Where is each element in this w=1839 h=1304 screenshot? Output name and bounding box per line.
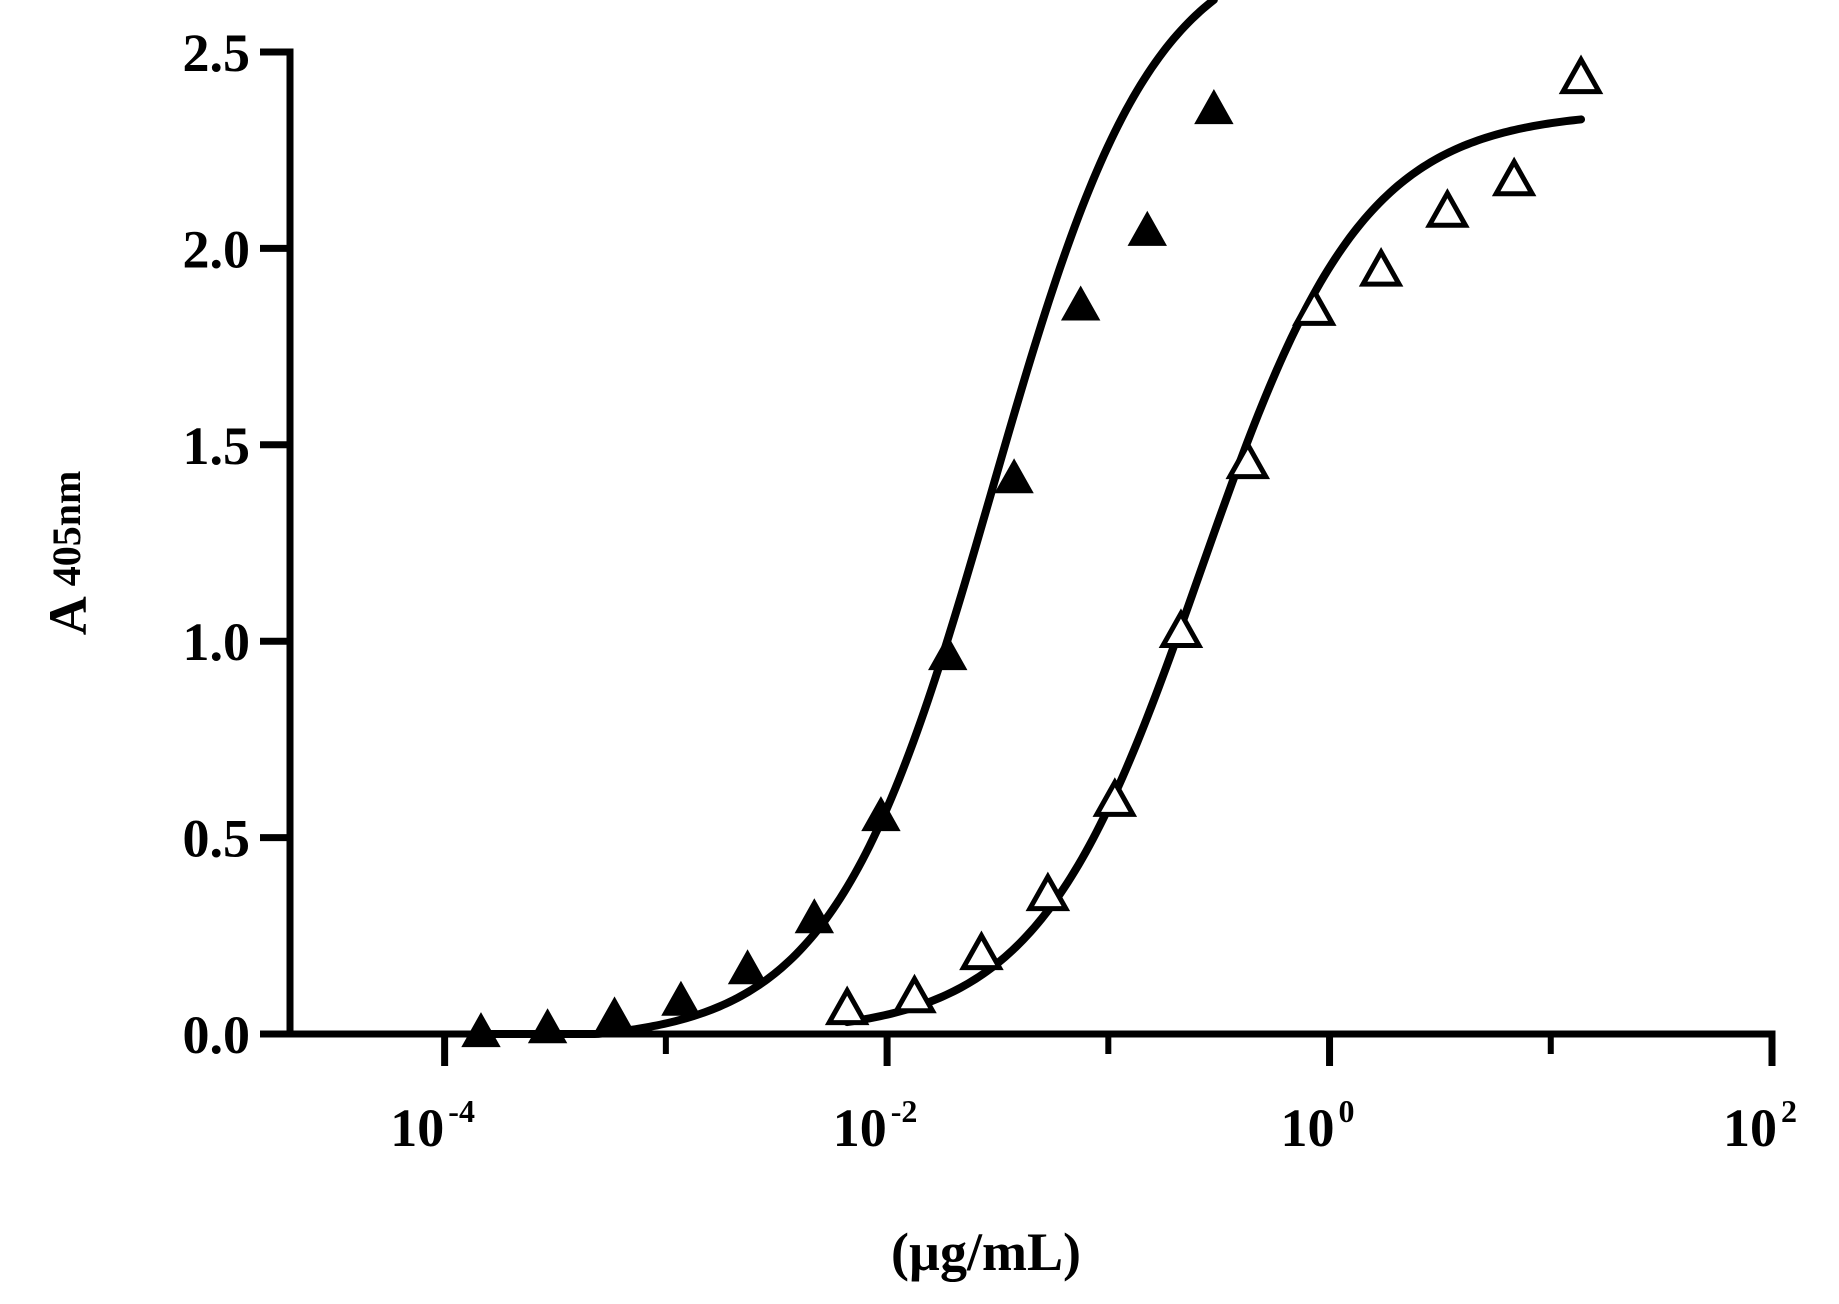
open-triangle-marker xyxy=(1092,777,1138,817)
filled-triangle-marker xyxy=(1194,89,1234,125)
fit-curves xyxy=(476,0,1586,1038)
open-triangle-marker xyxy=(824,985,870,1026)
y-axis-title: A 405nm xyxy=(38,471,98,636)
x-tick-label: 10 -4 xyxy=(390,1093,475,1158)
y-tick-label: 2.5 xyxy=(183,23,251,83)
fit-curve-1 xyxy=(476,0,1218,1038)
y-tick-label: 0.0 xyxy=(183,1005,251,1065)
x-tick-label-exponent: -4 xyxy=(448,1093,475,1129)
filled-triangle-marker xyxy=(861,796,901,832)
open-triangle-marker xyxy=(1158,608,1204,649)
x-tick-label-base: 10 xyxy=(1281,1098,1335,1158)
y-axis-title-main: A xyxy=(38,596,98,635)
open-triangle-marker xyxy=(1491,156,1537,197)
open-triangle-marker xyxy=(1025,871,1071,912)
fit-curve-2 xyxy=(843,115,1586,1027)
y-axis-title-subscript: 405nm xyxy=(44,471,89,587)
x-tick-label-exponent: -2 xyxy=(891,1093,918,1129)
y-tick-label: 1.5 xyxy=(183,416,251,476)
filled-triangle-marker xyxy=(527,1008,568,1044)
x-tick-label-exponent: 0 xyxy=(1339,1093,1355,1129)
x-tick-label-exponent: 2 xyxy=(1781,1093,1797,1129)
open-triangle-marker xyxy=(959,930,1004,971)
filled-triangle-marker xyxy=(461,1012,501,1048)
filled-triangle-marker xyxy=(1060,285,1101,321)
filled-triangle-marker xyxy=(727,949,768,985)
open-triangle-marker xyxy=(1358,247,1404,287)
y-tick-label: 2.0 xyxy=(183,219,251,279)
open-triangle-marker xyxy=(1225,439,1271,480)
open-triangle-marker xyxy=(1291,286,1337,326)
x-axis-title: (µg/mL) xyxy=(891,1222,1081,1282)
x-tick-label: 10 2 xyxy=(1723,1093,1797,1158)
filled-triangle-marker xyxy=(661,980,701,1016)
open-triangle-marker xyxy=(1425,188,1470,228)
y-tick-label: 0.5 xyxy=(183,809,251,869)
open-triangle-marker xyxy=(1558,54,1604,95)
x-tick-label-base: 10 xyxy=(1723,1098,1777,1158)
filled-triangle-marker xyxy=(928,635,968,671)
filled-triangle-marker xyxy=(594,996,635,1032)
open-triangle-marker xyxy=(892,973,937,1014)
y-tick-label: 1.0 xyxy=(183,612,251,672)
data-markers xyxy=(461,54,1604,1048)
x-tick-label: 10 0 xyxy=(1281,1093,1355,1158)
filled-triangle-marker xyxy=(994,458,1034,494)
axes xyxy=(286,48,1776,1038)
x-tick-label: 10 -2 xyxy=(833,1093,918,1158)
filled-triangle-marker xyxy=(794,898,835,934)
x-tick-label-base: 10 xyxy=(390,1098,444,1158)
x-tick-label-base: 10 xyxy=(833,1098,887,1158)
y-ticks: 0.0 0.5 1.0 1.5 2.0 2.5 xyxy=(183,23,290,1065)
filled-triangle-marker xyxy=(1127,210,1167,246)
x-ticks: 10 -4 10 -2 10 0 10 2 xyxy=(390,1034,1797,1158)
